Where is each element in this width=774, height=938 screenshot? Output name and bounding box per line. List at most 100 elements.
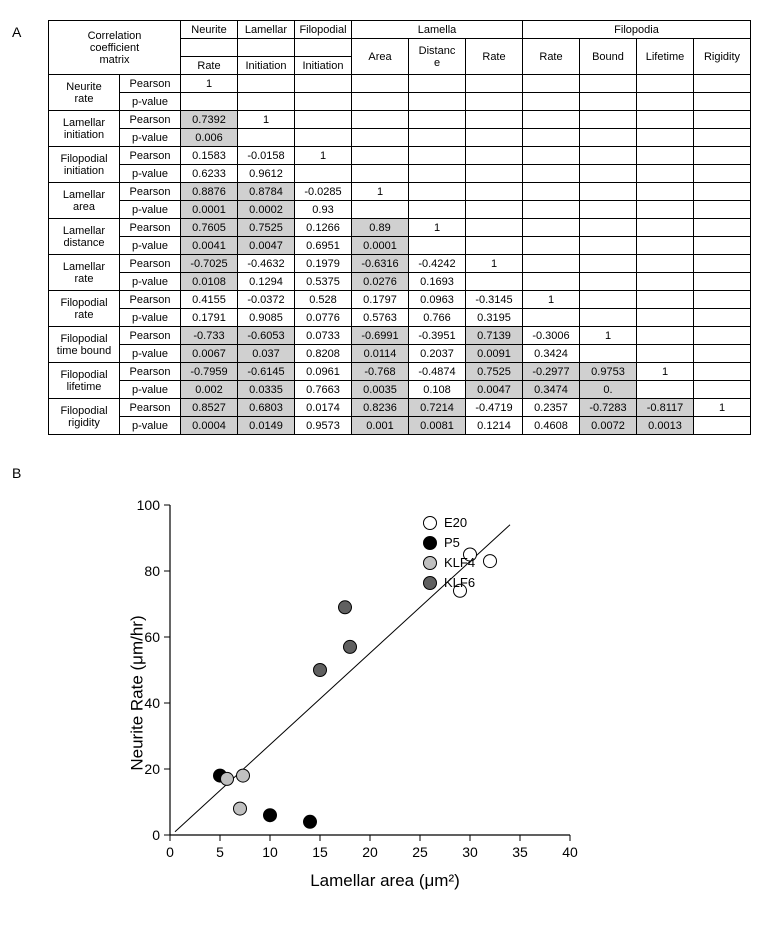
scatter-svg: 0510152025303540020406080100E20P5KLF4KLF…: [120, 495, 580, 865]
data-point: [344, 640, 357, 653]
cell-pearson: -0.6145: [238, 363, 295, 381]
cell-pvalue: 0.9612: [238, 165, 295, 183]
data-point: [484, 555, 497, 568]
data-point: [304, 815, 317, 828]
cell-pvalue: 0.9573: [295, 417, 352, 435]
row-name: Lamellarrate: [49, 255, 120, 291]
cell-pvalue: 0.002: [181, 381, 238, 399]
cell-pearson: [637, 147, 694, 165]
cell-pearson: -0.4242: [409, 255, 466, 273]
col-sub: Rate: [181, 57, 238, 75]
legend-label: KLF4: [444, 555, 475, 570]
data-point: [264, 809, 277, 822]
cell-pvalue: 0.0041: [181, 237, 238, 255]
scatter-chart: Neurite Rate (μm/hr) 0510152025303540020…: [120, 495, 600, 891]
cell-pvalue: [580, 165, 637, 183]
col-spacer: [181, 39, 238, 57]
cell-pearson: 0.7139: [466, 327, 523, 345]
cell-pvalue: 0.0072: [580, 417, 637, 435]
cell-pearson: [580, 111, 637, 129]
cell-pvalue: 0.0091: [466, 345, 523, 363]
cell-pearson: 0.8527: [181, 399, 238, 417]
cell-pearson: -0.4719: [466, 399, 523, 417]
stat-label: Pearson: [120, 291, 181, 309]
cell-pearson: -0.6053: [238, 327, 295, 345]
cell-pvalue: [352, 129, 409, 147]
x-tick: 35: [512, 844, 528, 860]
panel-b: B Neurite Rate (μm/hr) 05101520253035400…: [30, 495, 744, 891]
col-sub: Bound: [580, 39, 637, 75]
row-name: Lamellardistance: [49, 219, 120, 255]
cell-pearson: -0.0158: [238, 147, 295, 165]
col-sub: Initiation: [295, 57, 352, 75]
cell-pearson: 0.7605: [181, 219, 238, 237]
table-title: Correlationcoefficientmatrix: [49, 21, 181, 75]
cell-pvalue: [181, 93, 238, 111]
cell-pvalue: [694, 237, 751, 255]
cell-pvalue: [580, 93, 637, 111]
cell-pvalue: 0.5763: [352, 309, 409, 327]
cell-pearson: -0.733: [181, 327, 238, 345]
cell-pvalue: [466, 237, 523, 255]
stat-label: Pearson: [120, 219, 181, 237]
stat-label: p-value: [120, 201, 181, 219]
cell-pvalue: [523, 237, 580, 255]
row-name: Filopodiallifetime: [49, 363, 120, 399]
cell-pvalue: 0.7663: [295, 381, 352, 399]
row-name: Lamellararea: [49, 183, 120, 219]
cell-pearson: [694, 75, 751, 93]
row-name: Filopodialinitiation: [49, 147, 120, 183]
data-point: [237, 769, 250, 782]
cell-pvalue: [409, 237, 466, 255]
cell-pearson: -0.3145: [466, 291, 523, 309]
cell-pvalue: [352, 165, 409, 183]
cell-pvalue: 0.8208: [295, 345, 352, 363]
row-name: Filopodialtime bound: [49, 327, 120, 363]
col-spacer: [238, 39, 295, 57]
cell-pvalue: [466, 93, 523, 111]
cell-pearson: [295, 111, 352, 129]
x-tick: 0: [166, 844, 174, 860]
cell-pvalue: 0.0067: [181, 345, 238, 363]
cell-pvalue: 0.5375: [295, 273, 352, 291]
row-name: Filopodialrate: [49, 291, 120, 327]
cell-pearson: [580, 291, 637, 309]
cell-pearson: -0.768: [352, 363, 409, 381]
cell-pearson: [409, 75, 466, 93]
cell-pvalue: 0.108: [409, 381, 466, 399]
cell-pvalue: [694, 273, 751, 291]
cell-pearson: 0.8876: [181, 183, 238, 201]
cell-pvalue: [580, 273, 637, 291]
y-tick: 0: [152, 827, 160, 843]
row-name: Filopodialrigidity: [49, 399, 120, 435]
cell-pvalue: 0.0276: [352, 273, 409, 291]
cell-pvalue: 0.766: [409, 309, 466, 327]
cell-pvalue: 0.0013: [637, 417, 694, 435]
cell-pearson: 1: [580, 327, 637, 345]
cell-pearson: 0.9753: [580, 363, 637, 381]
cell-pearson: 1: [352, 183, 409, 201]
cell-pvalue: [637, 309, 694, 327]
stat-label: p-value: [120, 381, 181, 399]
y-tick: 80: [144, 563, 160, 579]
stat-label: Pearson: [120, 75, 181, 93]
cell-pearson: -0.3006: [523, 327, 580, 345]
cell-pvalue: [523, 165, 580, 183]
cell-pvalue: [295, 165, 352, 183]
stat-label: p-value: [120, 165, 181, 183]
cell-pearson: -0.6316: [352, 255, 409, 273]
cell-pearson: [637, 75, 694, 93]
cell-pvalue: [694, 381, 751, 399]
cell-pearson: -0.7283: [580, 399, 637, 417]
cell-pvalue: 0.0004: [181, 417, 238, 435]
cell-pearson: [694, 327, 751, 345]
cell-pearson: 0.7525: [466, 363, 523, 381]
cell-pvalue: [295, 129, 352, 147]
cell-pearson: [523, 255, 580, 273]
col-group: Filopodia: [523, 21, 751, 39]
cell-pvalue: [295, 93, 352, 111]
cell-pearson: [466, 219, 523, 237]
panel-b-label: B: [12, 465, 21, 481]
cell-pvalue: [694, 345, 751, 363]
cell-pearson: [466, 147, 523, 165]
